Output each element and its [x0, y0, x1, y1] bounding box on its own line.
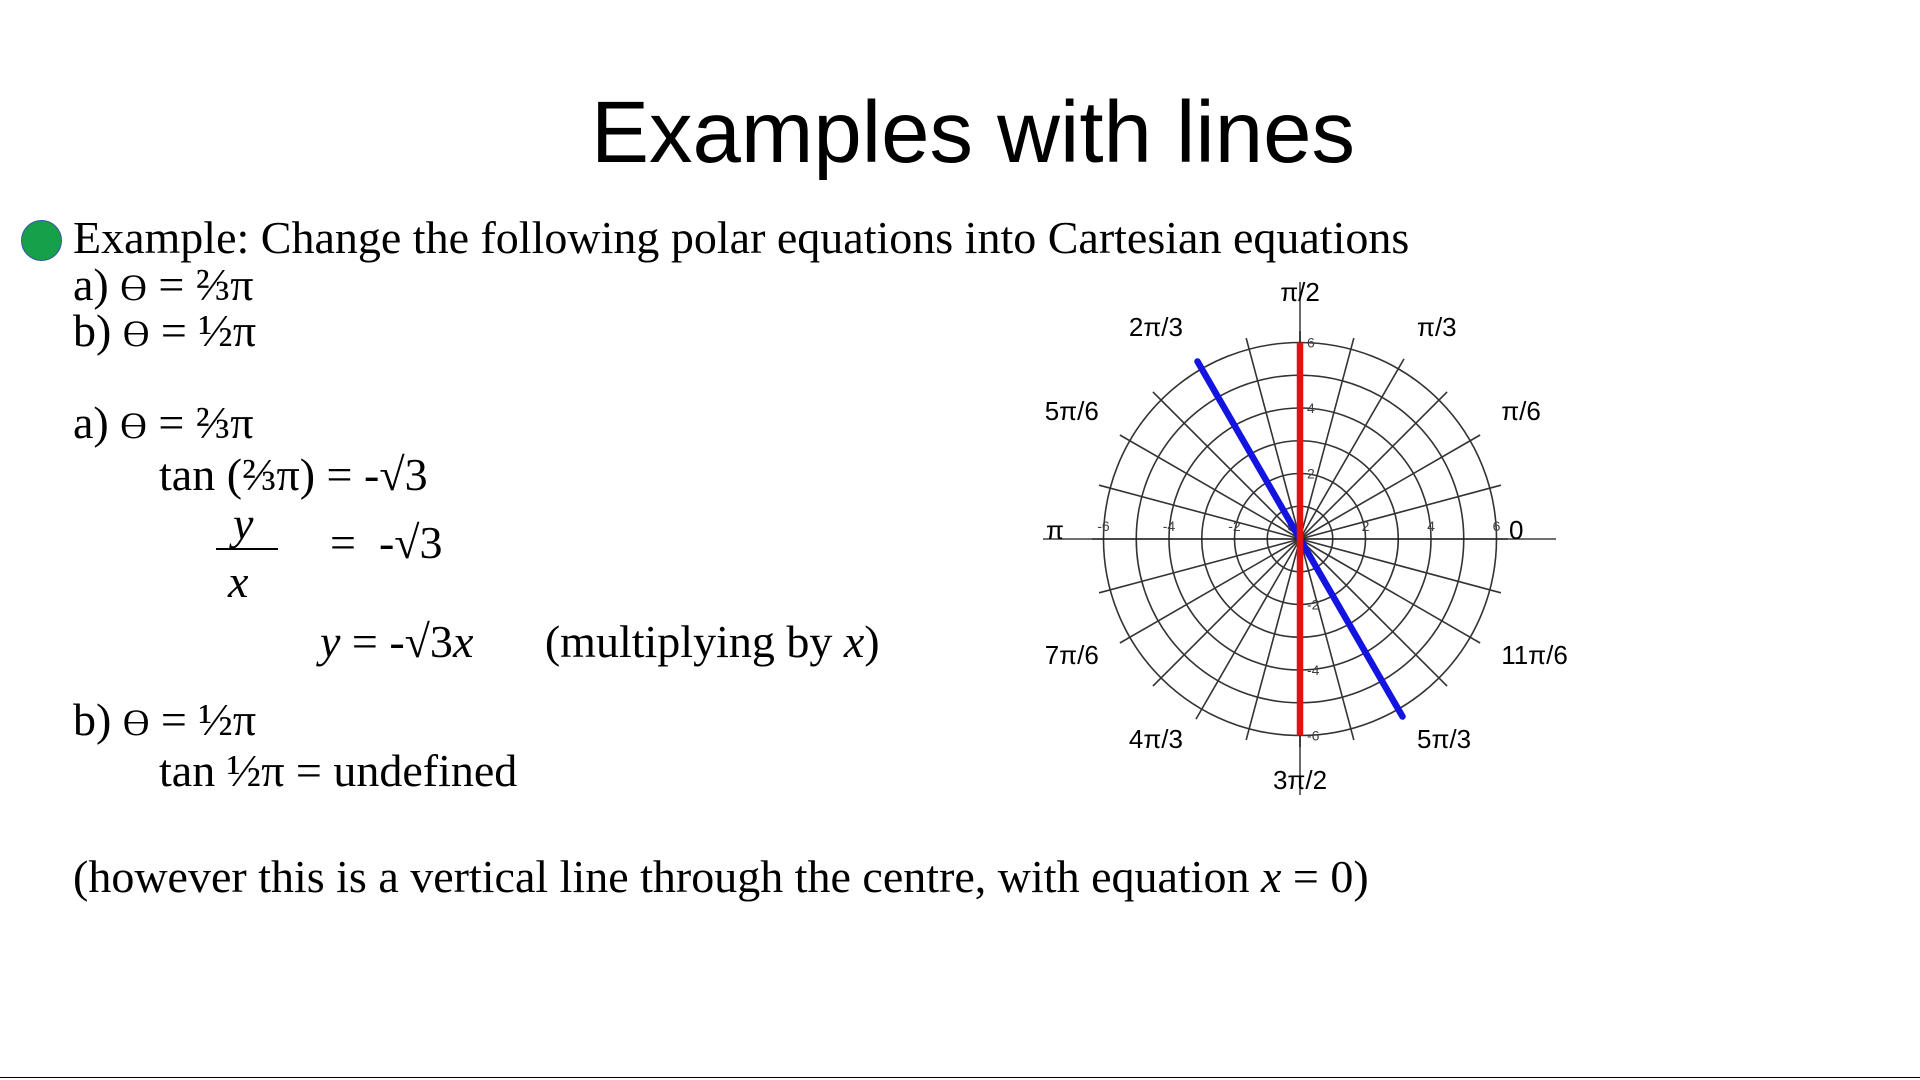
svg-text:0: 0 [1509, 515, 1523, 545]
svg-text:6: 6 [1307, 335, 1315, 351]
svg-text:π/6: π/6 [1501, 396, 1541, 426]
svg-text:-6: -6 [1307, 728, 1320, 744]
svg-text:-2: -2 [1228, 518, 1241, 534]
svg-text:-4: -4 [1163, 518, 1176, 534]
svg-text:7π/6: 7π/6 [1045, 640, 1099, 670]
svg-text:5π/3: 5π/3 [1417, 724, 1471, 754]
svg-text:π: π [1046, 515, 1064, 545]
svg-text:4π/3: 4π/3 [1129, 724, 1183, 754]
svg-text:4: 4 [1427, 518, 1435, 534]
svg-text:5π/6: 5π/6 [1045, 396, 1099, 426]
svg-text:2π/3: 2π/3 [1129, 312, 1183, 342]
svg-text:-2: -2 [1307, 597, 1320, 613]
svg-text:-4: -4 [1307, 662, 1320, 678]
svg-text:3π/2: 3π/2 [1273, 765, 1327, 795]
svg-text:π/3: π/3 [1417, 312, 1457, 342]
svg-text:2: 2 [1362, 518, 1370, 534]
svg-text:6: 6 [1493, 518, 1501, 534]
svg-text:-6: -6 [1097, 518, 1110, 534]
svg-text:π/2: π/2 [1280, 277, 1320, 307]
svg-text:2: 2 [1307, 466, 1315, 482]
svg-text:11π/6: 11π/6 [1501, 640, 1568, 670]
svg-text:4: 4 [1307, 400, 1315, 416]
